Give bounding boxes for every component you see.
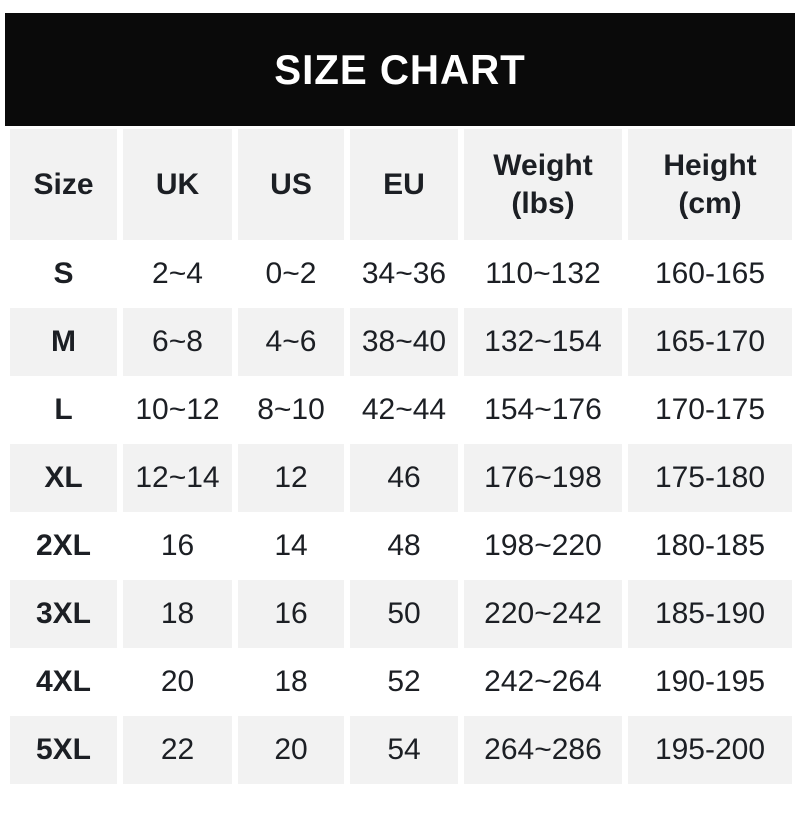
header-label: Height <box>663 149 757 182</box>
header-sublabel: (lbs) <box>511 186 575 220</box>
header-label: EU <box>383 167 425 201</box>
cell-size: L <box>10 376 117 444</box>
size-chart-table: Size UK US EU Weight (lbs) Height (cm) S… <box>10 129 792 784</box>
header-cell-weight: Weight (lbs) <box>464 129 622 240</box>
header-label: Size <box>33 167 94 201</box>
header-cell-uk: UK <box>123 129 232 240</box>
header-cell-eu: EU <box>350 129 458 240</box>
table-row-s: S 2~4 0~2 34~36 110~132 160-165 <box>10 240 792 308</box>
cell-us: 4~6 <box>238 308 344 376</box>
cell-uk: 16 <box>123 512 232 580</box>
table-row-xl: XL 12~14 12 46 176~198 175-180 <box>10 444 792 512</box>
cell-us: 16 <box>238 580 344 648</box>
cell-eu: 50 <box>350 580 458 648</box>
cell-us: 20 <box>238 716 344 784</box>
cell-uk: 6~8 <box>123 308 232 376</box>
cell-uk: 18 <box>123 580 232 648</box>
header-cell-size: Size <box>10 129 117 240</box>
cell-eu: 34~36 <box>350 240 458 308</box>
cell-uk: 20 <box>123 648 232 716</box>
cell-us: 14 <box>238 512 344 580</box>
title-banner: SIZE CHART <box>5 13 795 126</box>
table-row-4xl: 4XL 20 18 52 242~264 190-195 <box>10 648 792 716</box>
cell-height: 185-190 <box>628 580 792 648</box>
cell-eu: 52 <box>350 648 458 716</box>
cell-us: 18 <box>238 648 344 716</box>
cell-height: 180-185 <box>628 512 792 580</box>
header-cell-us: US <box>238 129 344 240</box>
cell-weight: 154~176 <box>464 376 622 444</box>
cell-size: XL <box>10 444 117 512</box>
cell-uk: 10~12 <box>123 376 232 444</box>
cell-size: S <box>10 240 117 308</box>
cell-size: 3XL <box>10 580 117 648</box>
cell-eu: 54 <box>350 716 458 784</box>
table-row-5xl: 5XL 22 20 54 264~286 195-200 <box>10 716 792 784</box>
cell-weight: 220~242 <box>464 580 622 648</box>
header-label: UK <box>155 167 200 201</box>
cell-height: 170-175 <box>628 376 792 444</box>
cell-weight: 198~220 <box>464 512 622 580</box>
cell-size: M <box>10 308 117 376</box>
cell-uk: 22 <box>123 716 232 784</box>
table-row-l: L 10~12 8~10 42~44 154~176 170-175 <box>10 376 792 444</box>
cell-eu: 42~44 <box>350 376 458 444</box>
header-cell-height: Height (cm) <box>628 129 792 240</box>
cell-height: 190-195 <box>628 648 792 716</box>
cell-weight: 110~132 <box>464 240 622 308</box>
table-row-2xl: 2XL 16 14 48 198~220 180-185 <box>10 512 792 580</box>
cell-height: 160-165 <box>628 240 792 308</box>
cell-uk: 2~4 <box>123 240 232 308</box>
cell-size: 2XL <box>10 512 117 580</box>
cell-us: 0~2 <box>238 240 344 308</box>
cell-us: 12 <box>238 444 344 512</box>
table-header-row: Size UK US EU Weight (lbs) Height (cm) <box>10 129 792 240</box>
cell-us: 8~10 <box>238 376 344 444</box>
cell-height: 195-200 <box>628 716 792 784</box>
cell-eu: 48 <box>350 512 458 580</box>
cell-weight: 242~264 <box>464 648 622 716</box>
header-label: Weight <box>493 149 593 182</box>
header-label: US <box>270 167 312 201</box>
cell-eu: 46 <box>350 444 458 512</box>
cell-weight: 176~198 <box>464 444 622 512</box>
table-row-m: M 6~8 4~6 38~40 132~154 165-170 <box>10 308 792 376</box>
cell-size: 5XL <box>10 716 117 784</box>
cell-weight: 132~154 <box>464 308 622 376</box>
cell-eu: 38~40 <box>350 308 458 376</box>
header-sublabel: (cm) <box>678 186 742 220</box>
cell-height: 175-180 <box>628 444 792 512</box>
cell-size: 4XL <box>10 648 117 716</box>
page-title: SIZE CHART <box>274 45 526 93</box>
cell-uk: 12~14 <box>123 444 232 512</box>
cell-height: 165-170 <box>628 308 792 376</box>
table-row-3xl: 3XL 18 16 50 220~242 185-190 <box>10 580 792 648</box>
cell-weight: 264~286 <box>464 716 622 784</box>
